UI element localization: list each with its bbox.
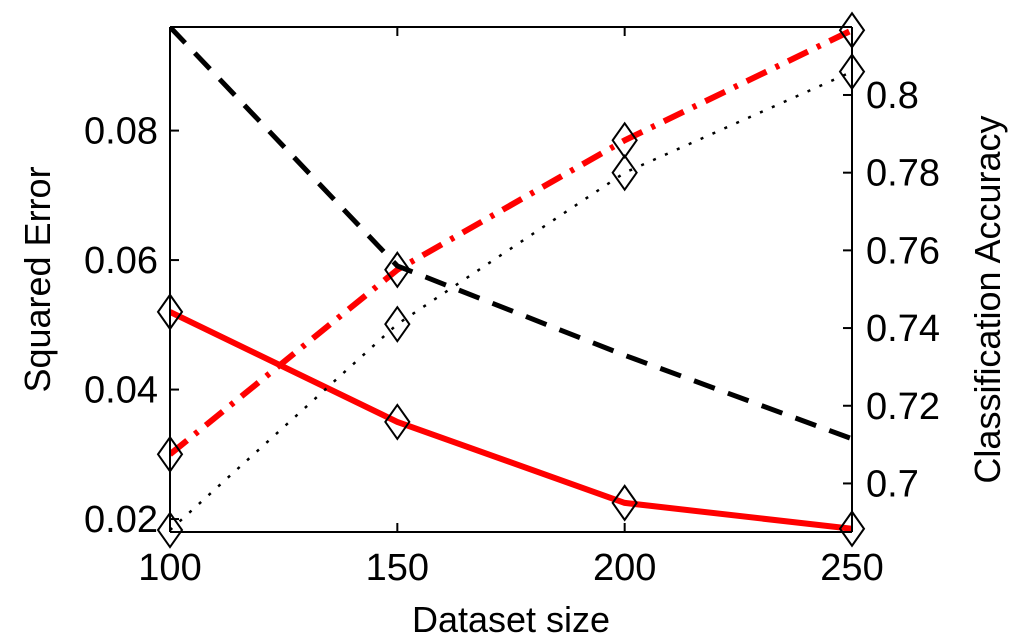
y-left-tick-label-2: 0.06 (84, 240, 158, 282)
y-right-tick-label-0: 0.7 (866, 463, 919, 505)
marker-series-2-point-2 (611, 153, 638, 192)
plot-area (170, 27, 852, 532)
series-line-1 (170, 27, 852, 457)
y-right-axis-title: Classification Accuracy (967, 115, 1008, 483)
y-right-tick-label-5: 0.8 (866, 75, 919, 117)
y-right-tick-label-3: 0.76 (866, 230, 940, 272)
plot-background (170, 27, 852, 532)
labels-layer: 100 150 200 250 0.02 0.04 0.06 0.08 0.7 0.72 0.74 0… (17, 75, 1008, 640)
y-left-tick-label-3: 0.08 (84, 111, 158, 153)
x-tick-label-1: 150 (366, 547, 429, 589)
axes-layer (169, 26, 853, 533)
y-right-tick-label-2: 0.74 (866, 308, 940, 350)
marker-series-0-point-2 (611, 484, 638, 522)
y-right-tick-label-1: 0.72 (866, 386, 940, 428)
marker-series-0-point-1 (384, 403, 411, 441)
y-left-axis-title: Squared Error (17, 166, 58, 392)
markers-layer (156, 11, 866, 549)
marker-series-2-point-0 (156, 511, 184, 549)
x-tick-label-3: 250 (820, 547, 883, 589)
x-axis-title: Dataset size (412, 599, 610, 640)
marker-series-2-point-1 (384, 305, 411, 343)
series-line-3 (170, 27, 852, 442)
y-right-tick-label-4: 0.78 (866, 153, 940, 195)
marker-series-1-point-1 (384, 251, 411, 289)
marker-series-0-point-3 (838, 510, 866, 548)
y-left-tick-label-0: 0.02 (84, 499, 158, 541)
y-left-tick-label-1: 0.04 (84, 370, 158, 412)
series-layer (170, 27, 852, 532)
series-line-0 (170, 309, 852, 532)
x-tick-label-2: 200 (593, 547, 656, 589)
series-line-2 (170, 70, 852, 532)
x-tick-label-0: 100 (138, 547, 201, 589)
